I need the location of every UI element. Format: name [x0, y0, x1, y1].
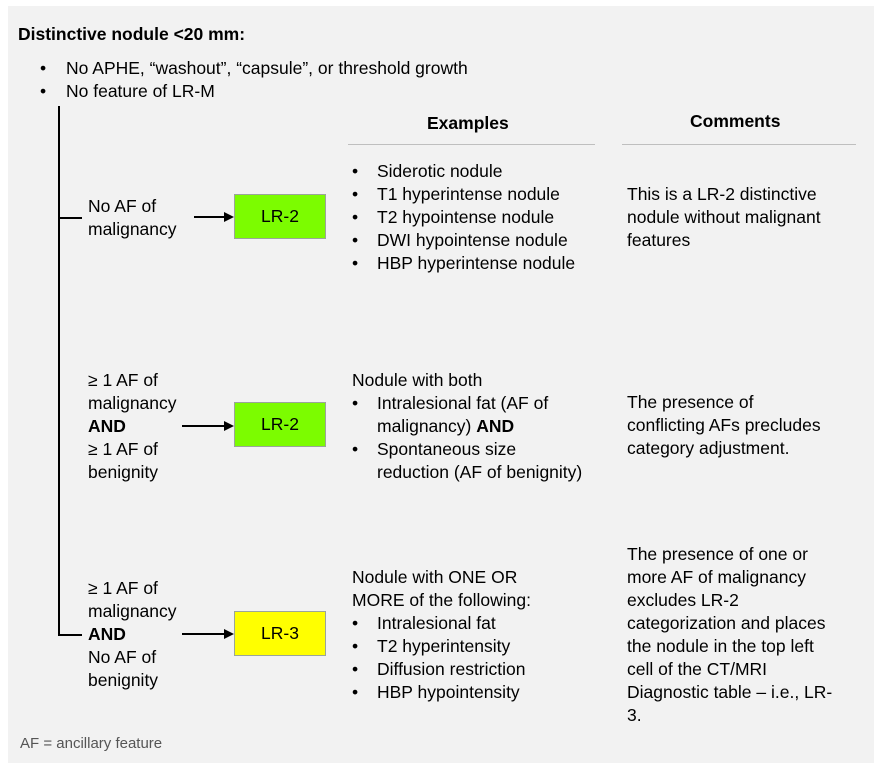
tree-trunk-line [58, 106, 60, 635]
category-label: LR-2 [261, 206, 299, 226]
comment-line: 3. [627, 705, 642, 725]
comment-line: The presence of [627, 392, 754, 412]
criterion-text: No APHE, “washout”, “capsule”, or thresh… [66, 58, 468, 78]
condition-line: ≥ 1 AF of [88, 578, 158, 598]
row2-arrow-shaft [182, 425, 224, 427]
example-item: Diffusion restriction [377, 659, 526, 679]
bullet: • [352, 682, 359, 702]
example-item-text: malignancy) [377, 416, 472, 436]
category-label: LR-3 [261, 623, 299, 643]
bullet: • [352, 393, 359, 413]
figure-title: Distinctive nodule <20 mm: [18, 24, 246, 44]
examples-intro: Nodule with both [352, 370, 483, 390]
comment-line: categorization and places [627, 613, 826, 633]
condition-line: AND [88, 416, 126, 436]
example-item: T2 hypointense nodule [377, 207, 555, 227]
branch-line-1 [58, 217, 82, 219]
example-item: T1 hyperintense nodule [377, 184, 560, 204]
example-item: HBP hyperintense nodule [377, 253, 576, 273]
comment-line: excludes LR-2 [627, 590, 739, 610]
comment-line: This is a LR-2 distinctive [627, 184, 817, 204]
criterion-text: No feature of LR-M [66, 81, 215, 101]
category-label: LR-2 [261, 414, 299, 434]
row3-category-box: LR-3 [234, 611, 326, 656]
footnote: AF = ancillary feature [20, 735, 163, 752]
row1-comment: This is a LR-2 distinctive nodule withou… [627, 183, 821, 252]
bullet: • [352, 230, 359, 250]
example-item-continued: malignancy) AND [377, 415, 514, 438]
comments-header-underline [622, 144, 856, 145]
bullet: • [352, 439, 359, 459]
row3-arrow-shaft [182, 633, 224, 635]
comment-line: conflicting AFs precludes [627, 415, 821, 435]
bullet: • [40, 58, 47, 78]
row1-arrow-head [224, 212, 234, 222]
example-item: Intralesional fat [377, 613, 496, 633]
example-item: Spontaneous size [377, 439, 517, 459]
example-item: Siderotic nodule [377, 161, 503, 181]
condition-line: AND [88, 624, 126, 644]
bullet: • [352, 253, 359, 273]
example-item: DWI hypointense nodule [377, 230, 568, 250]
row3-comment: The presence of one or more AF of malign… [627, 543, 832, 727]
condition-line: benignity [88, 670, 159, 690]
row3-examples: Nodule with ONE OR MORE of the following… [352, 566, 531, 704]
example-item-continued: reduction (AF of benignity) [377, 462, 583, 482]
row2-comment: The presence of conflicting AFs preclude… [627, 391, 821, 460]
condition-line: No AF of [88, 647, 157, 667]
condition-line: benignity [88, 462, 159, 482]
row2-examples: Nodule with both • Intralesional fat (AF … [352, 369, 582, 484]
comment-line: more AF of malignancy [627, 567, 806, 587]
row3-condition: ≥ 1 AF of malignancy AND No AF of benign… [88, 577, 177, 692]
row1-condition: No AF of malignancy [88, 195, 177, 241]
row3-arrow-head [224, 629, 234, 639]
examples-header: Examples [427, 113, 509, 133]
examples-intro: MORE of the following: [352, 590, 531, 610]
condition-line: No AF of [88, 196, 157, 216]
bullet: • [352, 207, 359, 227]
row2-arrow-head [224, 421, 234, 431]
row1-category-box: LR-2 [234, 194, 326, 239]
comment-line: category adjustment. [627, 438, 790, 458]
condition-line: malignancy [88, 601, 177, 621]
comments-header: Comments [690, 111, 781, 131]
comment-line: the nodule in the top left [627, 636, 814, 656]
row2-category-box: LR-2 [234, 402, 326, 447]
comment-line: features [627, 230, 691, 250]
examples-intro: Nodule with ONE OR [352, 567, 518, 587]
figure-panel [8, 6, 874, 763]
condition-line: ≥ 1 AF of [88, 439, 158, 459]
bullet: • [352, 613, 359, 633]
and-keyword: AND [476, 416, 515, 436]
condition-line: malignancy [88, 393, 177, 413]
comment-line: nodule without malignant [627, 207, 821, 227]
row2-condition: ≥ 1 AF of malignancy AND ≥ 1 AF of benig… [88, 369, 177, 484]
bullet: • [40, 81, 47, 101]
branch-line-3 [58, 634, 82, 636]
examples-header-underline [348, 144, 595, 145]
bullet: • [352, 659, 359, 679]
example-item: T2 hyperintensity [377, 636, 511, 656]
bullet: • [352, 184, 359, 204]
bullet: • [352, 161, 359, 181]
comment-line: The presence of one or [627, 544, 808, 564]
example-item: HBP hypointensity [377, 682, 520, 702]
condition-line: malignancy [88, 219, 177, 239]
row1-arrow-shaft [194, 216, 224, 218]
condition-line: ≥ 1 AF of [88, 370, 158, 390]
example-item: Intralesional fat (AF of [377, 393, 549, 413]
bullet: • [352, 636, 359, 656]
comment-line: cell of the CT/MRI [627, 659, 768, 679]
comment-line: Diagnostic table – i.e., LR- [627, 682, 833, 702]
